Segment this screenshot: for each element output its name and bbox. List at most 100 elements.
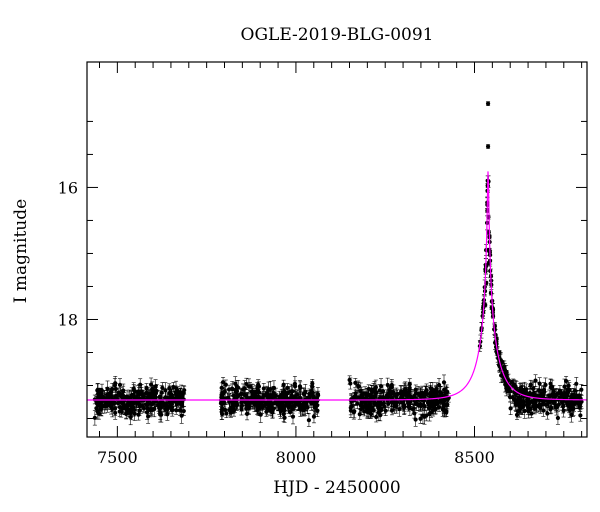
y-tick-label: 16	[58, 178, 78, 197]
data-point	[528, 379, 533, 390]
data-point	[353, 378, 358, 388]
plot-frame	[86, 61, 588, 438]
data-point	[174, 405, 179, 415]
data-point	[397, 401, 402, 417]
data-point	[246, 378, 252, 395]
data-point	[418, 401, 423, 411]
data-point	[119, 405, 124, 418]
data-point	[534, 394, 539, 406]
data-point	[407, 400, 412, 416]
data-point	[270, 402, 275, 419]
y-tick-label: 18	[58, 310, 78, 329]
x-axis-label: HJD - 2450000	[273, 478, 401, 498]
data-point	[420, 389, 425, 401]
data-layer	[92, 101, 584, 427]
data-point	[269, 392, 275, 403]
data-point	[573, 396, 579, 407]
data-point	[411, 403, 416, 414]
data-point	[505, 381, 510, 394]
data-point	[289, 393, 294, 410]
data-point	[376, 404, 381, 421]
x-tick-label: 8000	[276, 448, 317, 467]
data-point	[363, 401, 368, 411]
data-point	[518, 401, 523, 414]
data-point	[303, 384, 308, 400]
data-point	[440, 402, 445, 417]
data-point	[121, 385, 126, 396]
data-point	[555, 411, 561, 425]
data-point	[141, 389, 147, 404]
data-point	[179, 407, 184, 424]
ticks-layer: 7500 8000 8500 16 18	[58, 62, 587, 467]
data-point	[312, 398, 318, 412]
data-point	[124, 389, 130, 404]
data-point	[243, 388, 248, 402]
data-point	[253, 385, 259, 399]
data-point	[92, 410, 97, 426]
data-point	[546, 395, 551, 408]
data-point	[244, 377, 249, 390]
data-point	[281, 402, 286, 415]
data-point	[173, 385, 178, 399]
data-point	[305, 401, 310, 414]
data-point	[163, 402, 169, 417]
data-point	[138, 378, 143, 391]
data-point	[373, 379, 378, 396]
data-point	[293, 380, 298, 393]
model-curve	[87, 171, 587, 401]
data-point	[117, 378, 123, 392]
data-point	[566, 385, 571, 398]
data-point	[368, 404, 373, 419]
data-point	[348, 377, 353, 390]
data-point	[310, 379, 315, 389]
data-point	[157, 399, 163, 413]
data-point	[144, 383, 149, 394]
data-point	[244, 403, 249, 415]
data-point	[485, 101, 491, 106]
data-point	[513, 394, 518, 411]
data-point	[399, 396, 405, 408]
data-point	[111, 397, 116, 408]
data-point	[219, 403, 224, 420]
data-point	[509, 379, 515, 385]
data-point	[424, 383, 429, 397]
data-point	[395, 389, 400, 399]
data-point	[444, 405, 449, 417]
data-point	[538, 401, 543, 414]
data-point	[378, 378, 384, 394]
data-point	[504, 370, 509, 375]
data-point	[298, 399, 303, 414]
y-axis-label: I magnitude	[11, 199, 31, 303]
data-point	[307, 388, 312, 400]
data-point	[222, 404, 228, 416]
data-point	[436, 402, 442, 412]
data-point	[356, 391, 361, 403]
data-point	[94, 395, 100, 412]
data-point	[113, 383, 118, 395]
data-point	[529, 409, 534, 419]
data-point	[357, 408, 362, 420]
data-point	[524, 398, 530, 412]
data-point	[349, 393, 354, 406]
data-point	[416, 386, 421, 402]
data-point	[442, 394, 447, 406]
data-point	[532, 386, 537, 402]
data-point	[407, 378, 412, 390]
x-tick-label: 7500	[97, 448, 138, 467]
data-point	[572, 384, 578, 397]
data-point	[115, 398, 121, 408]
data-point	[180, 397, 185, 408]
data-point	[507, 392, 513, 403]
data-point	[508, 401, 513, 415]
data-point	[311, 410, 317, 424]
data-point	[242, 397, 248, 407]
data-point	[563, 385, 568, 402]
data-point	[579, 384, 584, 396]
data-point	[95, 383, 101, 399]
data-point	[424, 410, 429, 422]
data-point	[153, 384, 159, 398]
data-point	[239, 396, 244, 408]
data-point	[500, 360, 505, 365]
chart-title: OGLE-2019-BLG-0091	[241, 25, 434, 45]
